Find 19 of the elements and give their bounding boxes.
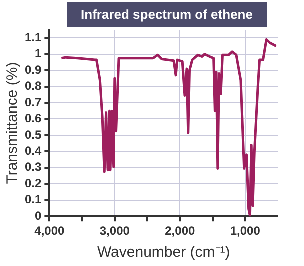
y-tick-label: 0 (34, 208, 42, 223)
y-tick-label: 0.3 (24, 160, 42, 174)
y-tick-label: 0.6 (24, 112, 42, 126)
y-tick-label: 1 (34, 46, 42, 61)
x-tick-label: 2,000 (165, 224, 196, 238)
y-axis-title: Transmittance (%) (4, 62, 22, 184)
y-tick-label: 0.5 (24, 128, 42, 142)
y-tick-label: 0.9 (24, 62, 42, 77)
y-tick-label: 1.1 (24, 30, 42, 44)
x-tick-label: 1,000 (230, 224, 261, 238)
y-tick-label: 0.8 (24, 79, 42, 94)
x-tick-label: 4,000 (34, 224, 66, 238)
y-tick-label: 0.4 (24, 144, 42, 158)
y-tick-label: 0.2 (24, 176, 42, 190)
chart-title: Infrared spectrum of ethene (67, 2, 267, 27)
x-tick-label: 3,000 (100, 224, 130, 238)
x-axis-title: Wavenumber (cm⁻¹) (97, 244, 230, 262)
y-tick-label: 0.1 (24, 192, 42, 207)
y-tick-label: 0.7 (24, 95, 42, 110)
